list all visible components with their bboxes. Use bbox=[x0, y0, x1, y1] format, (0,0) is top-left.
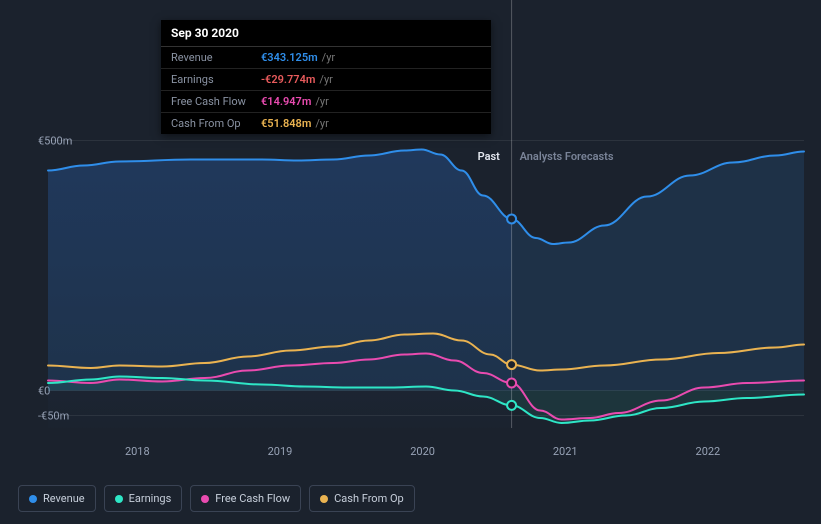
tooltip-row: Revenue€343.125m/yr bbox=[161, 47, 491, 69]
region-label-past: Past bbox=[478, 150, 500, 163]
tooltip-title: Sep 30 2020 bbox=[161, 20, 491, 47]
x-axis: 2018 2019 2020 2021 2022 bbox=[66, 445, 821, 465]
tooltip-row-label: Earnings bbox=[171, 73, 261, 86]
x-axis-label: 2020 bbox=[410, 445, 435, 458]
x-axis-label: 2019 bbox=[268, 445, 293, 458]
chart-container: Sep 30 2020 Revenue€343.125m/yrEarnings-… bbox=[18, 0, 804, 470]
legend-label: Free Cash Flow bbox=[215, 492, 290, 505]
x-axis-label: 2022 bbox=[696, 445, 721, 458]
tooltip-row-value: €343.125m bbox=[261, 51, 318, 64]
tooltip-row: Cash From Op€51.848m/yr bbox=[161, 113, 491, 134]
tooltip-row-value: €51.848m bbox=[261, 117, 311, 130]
tooltip: Sep 30 2020 Revenue€343.125m/yrEarnings-… bbox=[161, 20, 491, 134]
legend-item-earnings[interactable]: Earnings bbox=[104, 485, 183, 512]
legend-dot-icon bbox=[115, 495, 123, 503]
tooltip-row-value: -€29.774m bbox=[261, 73, 315, 86]
tooltip-row-label: Revenue bbox=[171, 51, 261, 64]
tooltip-row-label: Free Cash Flow bbox=[171, 95, 261, 108]
legend-dot-icon bbox=[320, 495, 328, 503]
tooltip-row-unit: /yr bbox=[315, 117, 328, 130]
x-axis-label: 2018 bbox=[125, 445, 150, 458]
legend-item-revenue[interactable]: Revenue bbox=[18, 485, 96, 512]
tooltip-row: Free Cash Flow€14.947m/yr bbox=[161, 91, 491, 113]
tooltip-row-unit: /yr bbox=[319, 73, 332, 86]
tooltip-row: Earnings-€29.774m/yr bbox=[161, 69, 491, 91]
legend-label: Cash From Op bbox=[334, 492, 404, 505]
tooltip-row-unit: /yr bbox=[315, 95, 328, 108]
chart-plot-area[interactable]: €500m€0-€50m bbox=[48, 128, 804, 428]
legend-label: Revenue bbox=[43, 492, 85, 505]
tooltip-row-label: Cash From Op bbox=[171, 117, 261, 130]
tooltip-row-value: €14.947m bbox=[261, 95, 311, 108]
legend-label: Earnings bbox=[129, 492, 172, 505]
x-axis-label: 2021 bbox=[553, 445, 578, 458]
legend-dot-icon bbox=[29, 495, 37, 503]
tooltip-row-unit: /yr bbox=[322, 51, 335, 64]
legend: Revenue Earnings Free Cash Flow Cash From O… bbox=[18, 485, 415, 512]
legend-item-fcf[interactable]: Free Cash Flow bbox=[190, 485, 301, 512]
legend-dot-icon bbox=[201, 495, 209, 503]
legend-item-cashfromop[interactable]: Cash From Op bbox=[309, 485, 415, 512]
chart-svg[interactable] bbox=[48, 128, 804, 428]
region-label-forecast: Analysts Forecasts bbox=[520, 150, 614, 163]
